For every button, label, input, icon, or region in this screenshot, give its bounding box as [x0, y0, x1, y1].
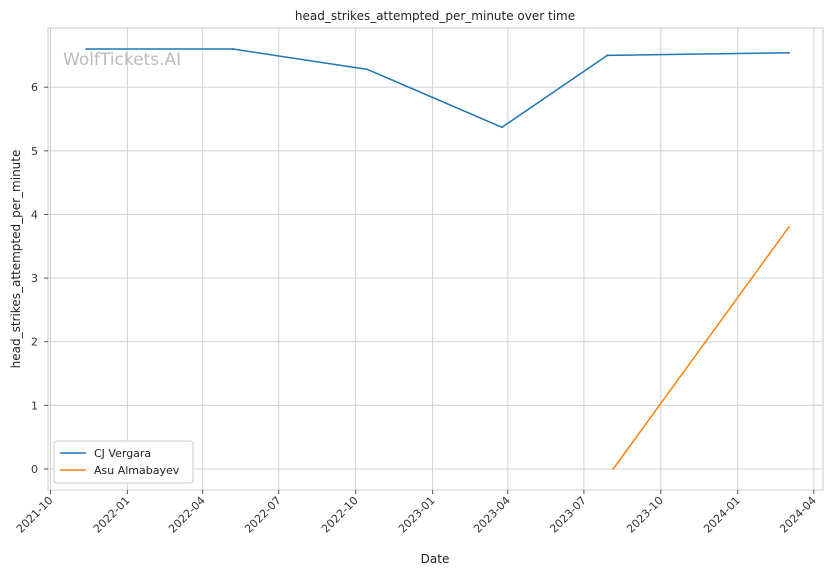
data-point-cj-vergara	[366, 68, 369, 71]
watermark: WolfTickets.AI	[63, 50, 181, 70]
y-tick-label: 6	[31, 81, 38, 94]
grid-lines	[48, 28, 823, 490]
data-point-cj-vergara	[85, 48, 88, 50]
y-tick-label: 4	[31, 208, 38, 221]
y-tick-label: 2	[31, 336, 38, 349]
data-point-asu-almabayev	[612, 468, 615, 470]
legend-label-asu-almabayev: Asu Almabayev	[94, 464, 180, 477]
legend-label-cj-vergara: CJ Vergara	[94, 447, 151, 460]
y-axis-ticks: 0 1 2 3 4 5 6	[31, 81, 48, 476]
y-axis-label: head_strikes_attempted_per_minute	[9, 150, 23, 369]
y-tick-label: 5	[31, 145, 38, 158]
data-point-cj-vergara	[500, 126, 503, 129]
legend-box	[53, 440, 194, 484]
x-axis-label: Date	[421, 552, 450, 566]
y-tick-label: 3	[31, 272, 38, 285]
legend: CJ Vergara Asu Almabayev	[53, 440, 194, 484]
y-tick-label: 0	[31, 463, 38, 476]
data-point-asu-almabayev	[787, 226, 790, 229]
data-point-cj-vergara	[606, 54, 609, 57]
series-line-asu-almabayev	[612, 226, 790, 470]
chart-title: head_strikes_attempted_per_minute over t…	[295, 9, 575, 23]
series-layer	[85, 48, 790, 470]
data-point-cj-vergara	[231, 48, 234, 50]
data-point-cj-vergara	[787, 51, 790, 54]
series-line-cj-vergara	[86, 48, 789, 129]
plot-area	[47, 27, 824, 491]
y-tick-label: 1	[31, 399, 38, 412]
